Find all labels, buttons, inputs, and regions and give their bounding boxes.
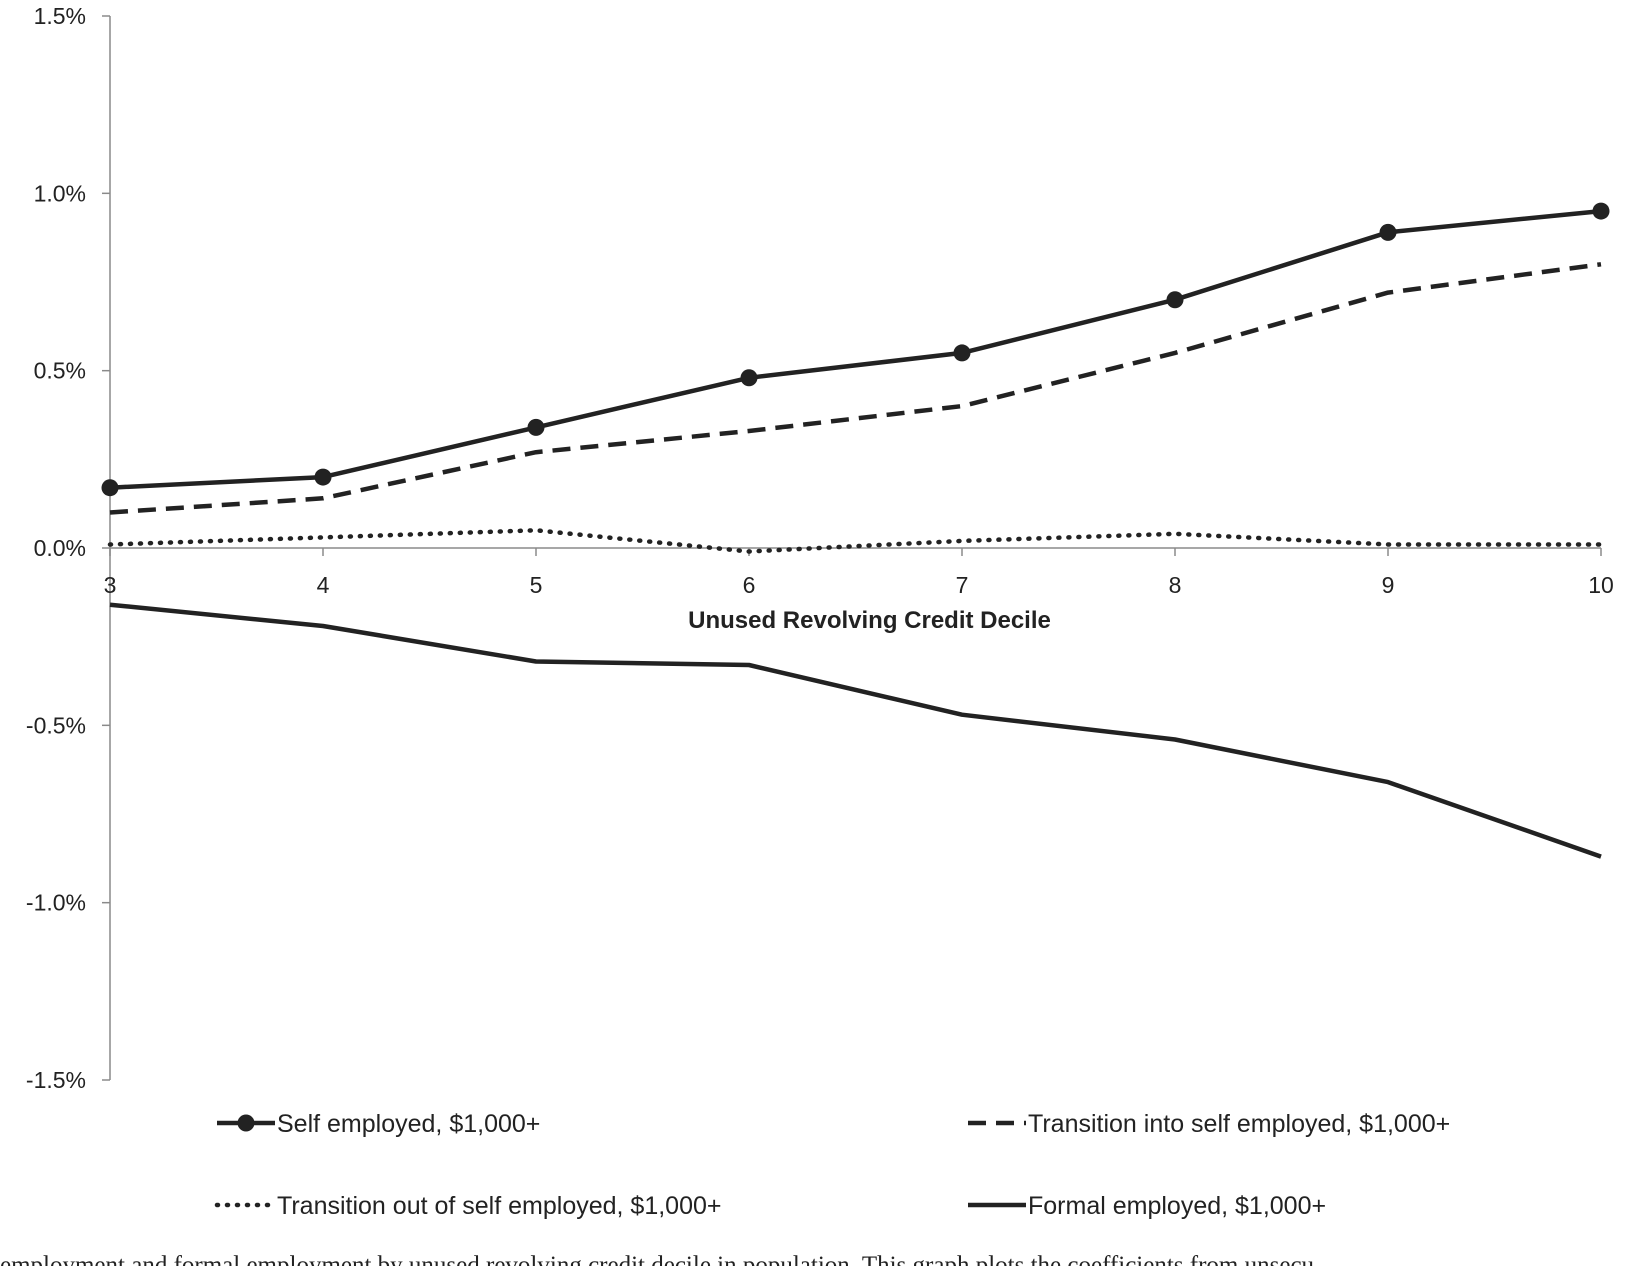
series-line-3 xyxy=(107,528,1604,554)
legend-label: Transition out of self employed, $1,000+ xyxy=(277,1192,721,1220)
legend-label: Self employed, $1,000+ xyxy=(277,1110,540,1138)
y-tick-label: 0.5% xyxy=(34,358,86,384)
x-tick-label: 7 xyxy=(956,572,969,598)
y-tick-label: -0.5% xyxy=(26,712,86,738)
series-1-point xyxy=(314,468,332,486)
legend: Self employed, $1,000+ Transition into se… xyxy=(214,1110,1450,1220)
y-tick-label: 0.0% xyxy=(34,535,86,561)
y-tick-label: 1.0% xyxy=(34,180,86,206)
x-tick-label: 10 xyxy=(1588,572,1614,598)
series-1-point xyxy=(740,369,758,387)
legend-marker xyxy=(237,1114,255,1132)
series-1-point xyxy=(1166,291,1184,309)
series-line-4 xyxy=(109,602,1602,859)
x-tick-label: 5 xyxy=(530,572,543,598)
axes: 1.5% 1.0% 0.5% 0.0% -0.5% -1.0% -1.5% 3 4 5 6 7 8 9 10… xyxy=(26,3,1614,1093)
x-tick-label: 3 xyxy=(104,572,117,598)
y-tick-label: -1.0% xyxy=(26,890,86,916)
legend-label: Formal employed, $1,000+ xyxy=(1028,1192,1326,1220)
x-tick-label: 6 xyxy=(743,572,756,598)
x-tick-label: 9 xyxy=(1382,572,1395,598)
series-layer xyxy=(101,202,1610,859)
legend-item-3: Transition out of self employed, $1,000+ xyxy=(214,1192,721,1220)
figure-caption: employment and formal employment by unus… xyxy=(0,1252,1315,1266)
series-1-point xyxy=(1379,223,1397,241)
x-axis-title: Unused Revolving Credit Decile xyxy=(688,607,1051,634)
y-tick-label: -1.5% xyxy=(26,1067,86,1093)
legend-item-1: Self employed, $1,000+ xyxy=(217,1110,540,1138)
legend-item-4: Formal employed, $1,000+ xyxy=(968,1192,1326,1220)
series-line-1 xyxy=(109,208,1602,490)
series-1-point xyxy=(1592,202,1610,220)
x-tick-label: 4 xyxy=(317,572,330,598)
legend-item-2: Transition into self employed, $1,000+ xyxy=(968,1110,1450,1138)
series-1-point xyxy=(101,479,119,497)
series-1-point xyxy=(527,418,545,436)
x-tick-label: 8 xyxy=(1169,572,1182,598)
series-1-point xyxy=(953,344,971,362)
series-line-2 xyxy=(109,262,1602,515)
legend-label: Transition into self employed, $1,000+ xyxy=(1028,1110,1450,1138)
y-tick-label: 1.5% xyxy=(34,3,86,29)
